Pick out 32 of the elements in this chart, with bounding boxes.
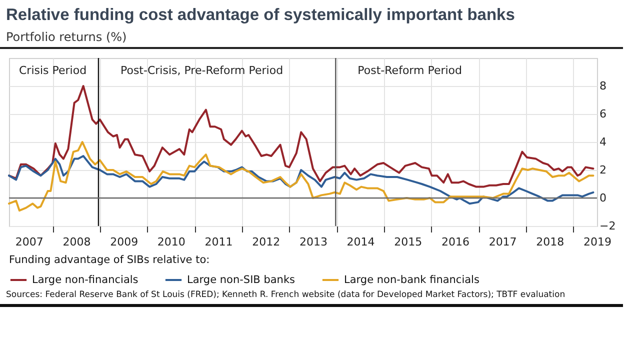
x-tick-label: 2011 [204,236,233,248]
y-tick-label: 2 [600,164,606,176]
x-tick-label: 2012 [252,236,280,248]
legend-label: Large non-SIB banks [187,274,296,286]
annotation: Post-Reform Period [358,64,462,77]
x-tick-label: 2007 [15,236,44,248]
legend-title: Funding advantage of SIBs relative to: [9,254,210,266]
line-series [8,155,594,205]
y-tick-label: 8 [600,80,606,92]
x-tick-label: 2015 [394,236,422,248]
y-tick-label: 0 [600,192,606,204]
line-series [8,141,594,212]
annotation: Post-Crisis, Pre-Reform Period [120,64,284,77]
x-tick-label: 2016 [441,236,470,248]
line-series [8,85,594,188]
x-tick-label: 2019 [584,236,612,248]
x-tick-label: 2008 [62,236,91,248]
x-tick-label: 2009 [110,236,138,248]
x-tick-label: 2014 [346,236,375,248]
x-tick-label: 2018 [536,236,564,248]
y-tick-label: 4 [600,136,606,148]
x-tick-label: 2013 [299,236,328,248]
source-note: Sources: Federal Reserve Bank of St Louis (FRED); Kenneth R. French website (data for Developed Market Factors); TBTF evaluation [0,288,623,307]
annotation: Crisis Period [19,64,87,77]
y-tick-label: −2 [600,220,616,232]
legend-label: Large non-bank financials [344,274,480,286]
x-tick-label: 2010 [157,236,186,248]
x-tick-label: 2017 [488,236,517,248]
chart-title: Relative funding cost advantage of systemically important banks [5,5,516,25]
chart-subtitle: Portfolio returns (%) [0,25,623,49]
legend-label: Large non-financials [32,274,138,286]
y-tick-label: 6 [600,108,606,120]
